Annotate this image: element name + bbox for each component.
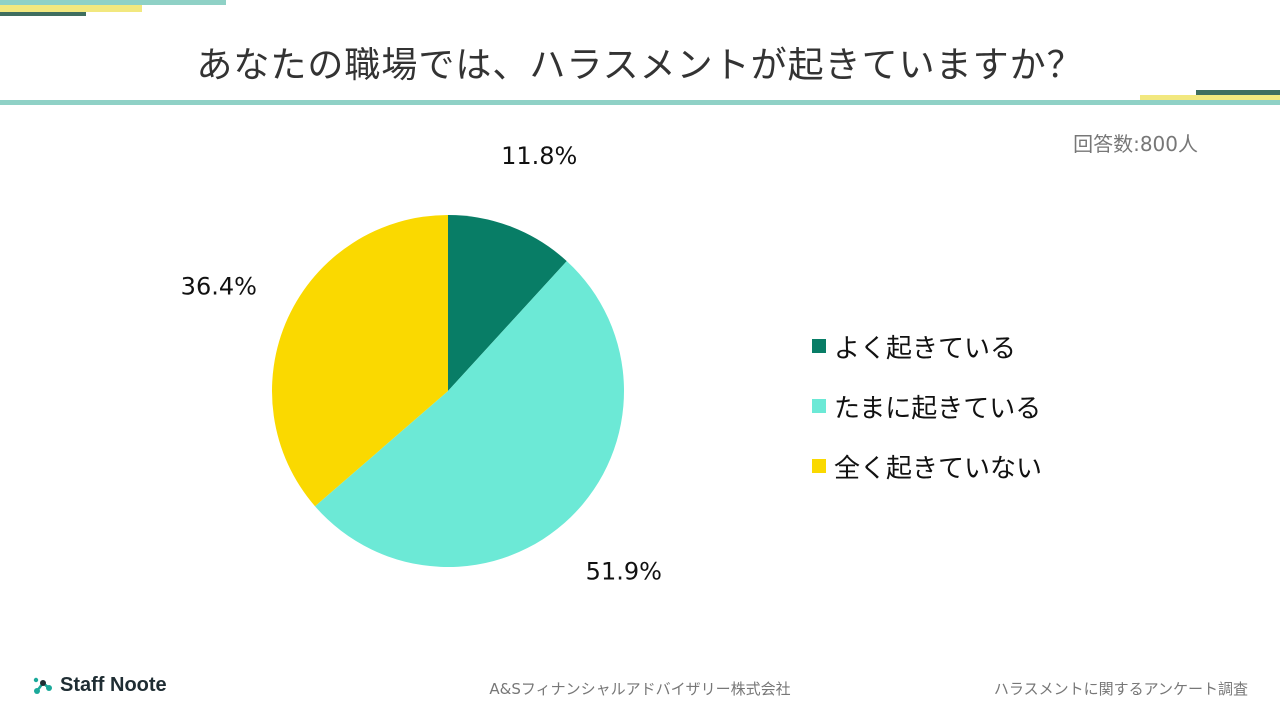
chart-legend: よく起きている たまに起きている 全く起きていない (812, 316, 1042, 496)
pie-data-label-1: 51.9% (586, 558, 662, 586)
staff-note-logo: Staff Noote (32, 674, 167, 697)
legend-label-0: よく起きている (834, 333, 1017, 364)
pie-data-label-0: 11.8% (501, 142, 577, 170)
footer-company-name: A&Sフィナンシャルアドバイザリー株式会社 (489, 680, 791, 698)
title-divider-yellow (1140, 95, 1280, 100)
staff-note-logo-icon (33, 677, 52, 694)
pie-slice-2 (271, 214, 448, 507)
pie-data-labels: 11.8% 51.9% 36.4% (181, 142, 662, 585)
page-title: あなたの職場では、ハラスメントが起きていますか？ (196, 45, 1084, 86)
header-accent-bar-dark (0, 12, 86, 16)
pie-slice-1 (314, 261, 625, 568)
pie-slice-0 (448, 215, 567, 391)
legend-item-0: よく起きている (812, 316, 1042, 376)
respondent-count: 回答数:800人 (1073, 132, 1198, 156)
legend-label-2: 全く起きていない (834, 453, 1043, 484)
title-divider-teal (0, 100, 1280, 105)
legend-swatch-1 (812, 399, 826, 413)
legend-label-1: たまに起きている (834, 393, 1042, 424)
legend-swatch-0 (812, 339, 826, 353)
pie-data-label-2: 36.4% (181, 272, 257, 300)
legend-item-1: たまに起きている (812, 376, 1042, 436)
legend-item-2: 全く起きていない (812, 436, 1042, 496)
pie-slices (271, 214, 625, 568)
title-divider-dark (1196, 90, 1280, 95)
footer-survey-name: ハラスメントに関するアンケート調査 (993, 680, 1248, 698)
header-accent-bar-teal (0, 0, 226, 5)
legend-swatch-2 (812, 459, 826, 473)
header-accent-bar-yellow (0, 5, 142, 12)
logo-text: Staff Noote (60, 674, 167, 696)
